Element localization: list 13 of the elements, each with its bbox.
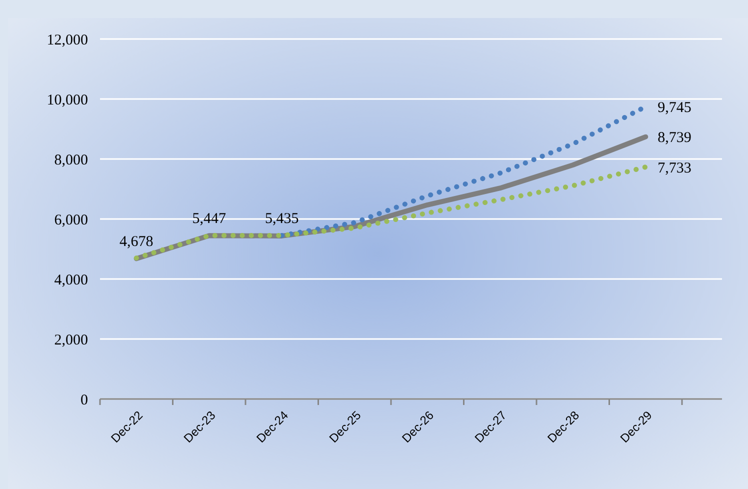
y-tick-label: 2,000: [54, 332, 88, 348]
data-label: 9,745: [658, 100, 692, 116]
data-label: 5,435: [265, 211, 299, 228]
data-label: 8,739: [658, 130, 692, 146]
y-tick-label: 10,000: [46, 92, 88, 108]
data-label: 4,678: [120, 234, 154, 250]
data-label: 5,447: [192, 210, 226, 227]
y-tick-label: 8,000: [54, 152, 88, 168]
y-tick-label: 0: [80, 392, 88, 408]
y-tick-label: 6,000: [54, 212, 88, 228]
y-tick-label: 12,000: [46, 32, 88, 48]
data-label: 7,733: [658, 160, 692, 176]
y-tick-label: 4,000: [54, 272, 88, 288]
